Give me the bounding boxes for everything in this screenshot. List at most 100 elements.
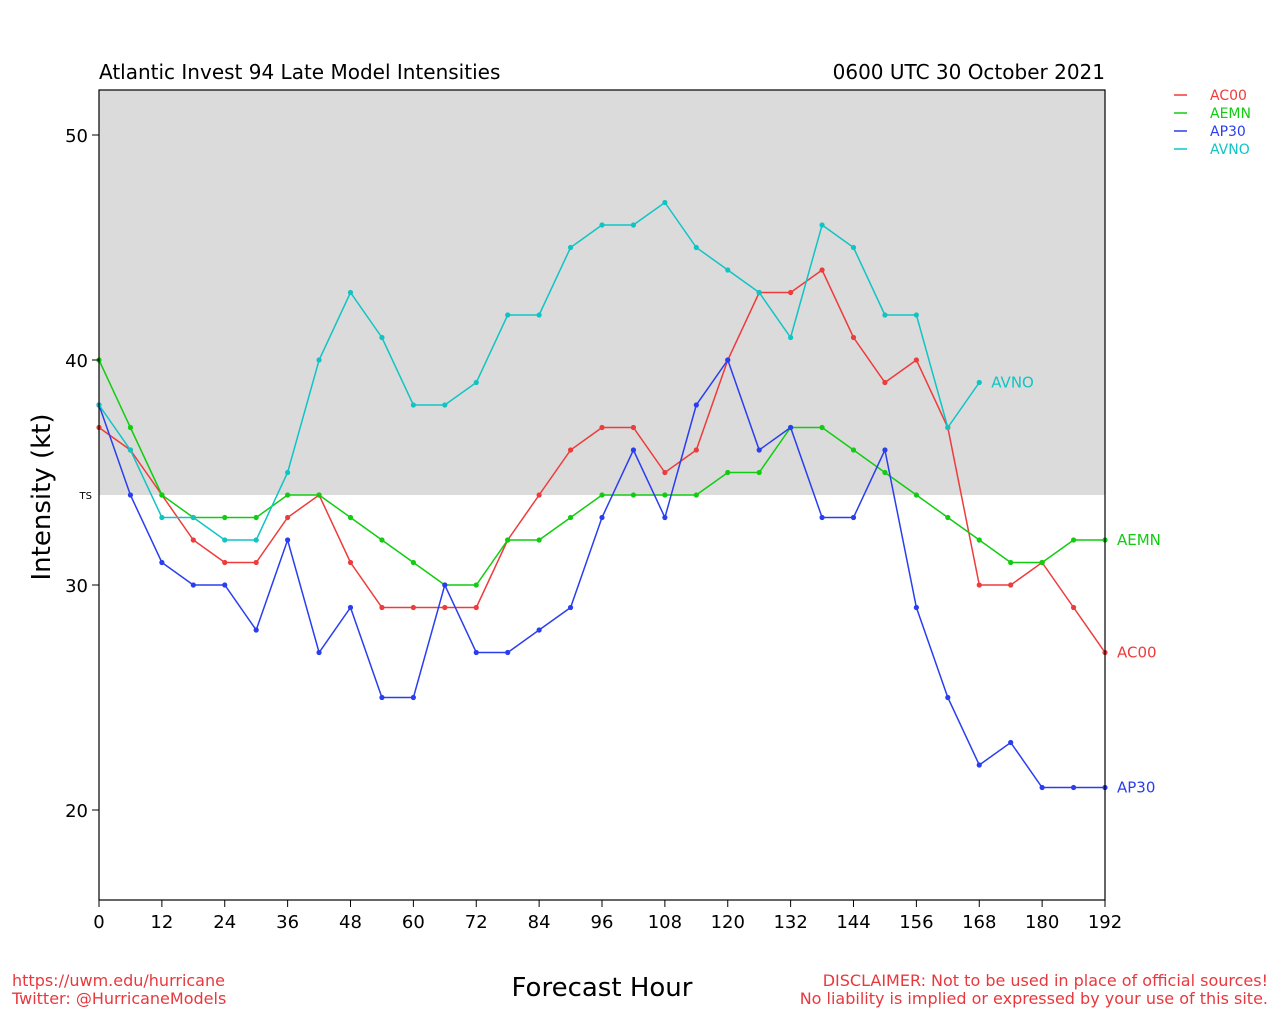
data-point-ap30 xyxy=(599,514,605,521)
data-point-avno xyxy=(693,244,699,251)
x-tick-label: 108 xyxy=(648,912,682,933)
series-ac00: AC00 xyxy=(96,267,1157,662)
data-point-avno xyxy=(850,244,857,251)
series-layer: AC00 AEMN AP30 AVNO xyxy=(96,199,1161,797)
data-point-ac00 xyxy=(410,604,416,611)
data-point-aemn xyxy=(316,492,322,498)
x-tick-label: 0 xyxy=(93,912,104,933)
data-point-ac00 xyxy=(1070,604,1077,611)
x-tick-label: 84 xyxy=(528,912,551,933)
x-tick-label: 192 xyxy=(1088,912,1122,933)
data-point-avno xyxy=(442,402,448,408)
legend-label-aemn: AEMN xyxy=(1210,106,1251,122)
series-end-label-avno: AVNO xyxy=(991,374,1034,392)
x-tick-label: 72 xyxy=(465,912,488,933)
data-point-aemn xyxy=(222,514,228,521)
y-tick-label: 30 xyxy=(65,576,88,597)
x-tick-label: 156 xyxy=(899,912,933,933)
data-point-aemn xyxy=(473,582,479,588)
series-end-label-aemn: AEMN xyxy=(1117,531,1161,549)
data-point-avno xyxy=(567,244,574,251)
data-point-ac00 xyxy=(599,424,605,431)
data-point-ap30 xyxy=(945,694,951,701)
data-point-ap30 xyxy=(756,447,762,453)
data-point-ap30 xyxy=(536,627,542,633)
data-point-avno xyxy=(222,537,228,543)
y-tick-label: 20 xyxy=(65,801,88,822)
data-point-ap30 xyxy=(442,582,448,588)
disclaimer-line-1: DISCLAIMER: Not to be used in place of o… xyxy=(822,971,1268,990)
data-point-ac00 xyxy=(473,604,479,611)
data-point-ap30 xyxy=(662,514,668,521)
data-point-ac00 xyxy=(819,267,825,273)
x-tick-label: 48 xyxy=(339,912,362,933)
data-point-aemn xyxy=(127,424,134,431)
series-avno: AVNO xyxy=(96,199,1034,543)
legend: AC00 AEMN AP30 AVNO xyxy=(1174,88,1251,158)
data-point-avno xyxy=(662,199,668,206)
y-tick-label: 40 xyxy=(65,351,88,372)
data-point-aemn xyxy=(410,559,416,566)
data-point-avno xyxy=(756,289,762,296)
data-point-ac00 xyxy=(379,604,385,611)
data-point-avno xyxy=(945,424,951,431)
legend-label-ac00: AC00 xyxy=(1210,88,1247,104)
data-point-ap30 xyxy=(190,582,196,588)
x-tick-label: 180 xyxy=(1025,912,1059,933)
data-point-ap30 xyxy=(913,604,919,611)
data-point-ac00 xyxy=(788,289,794,296)
data-point-avno xyxy=(536,312,542,318)
data-point-ap30 xyxy=(505,649,511,656)
data-point-aemn xyxy=(913,492,919,498)
footer-disclaimer: DISCLAIMER: Not to be used in place of o… xyxy=(800,972,1268,1008)
data-point-avno xyxy=(285,469,291,476)
data-point-avno xyxy=(379,334,385,341)
data-point-avno xyxy=(913,312,919,318)
data-point-ac00 xyxy=(913,357,919,363)
ts-threshold-label: TS xyxy=(79,491,92,502)
data-point-aemn xyxy=(693,492,699,498)
data-point-avno xyxy=(599,222,605,228)
footer-url[interactable]: https://uwm.edu/hurricane xyxy=(12,971,225,990)
data-point-aemn xyxy=(976,537,982,543)
data-point-aemn xyxy=(347,514,354,521)
data-point-avno xyxy=(316,357,322,363)
data-point-avno xyxy=(190,514,196,521)
series-aemn: AEMN xyxy=(96,357,1161,588)
data-point-ap30 xyxy=(316,649,322,656)
data-point-aemn xyxy=(599,492,605,498)
data-point-aemn xyxy=(756,469,762,476)
data-point-ap30 xyxy=(788,424,794,431)
data-point-ac00 xyxy=(536,492,542,498)
data-point-ac00 xyxy=(662,469,668,476)
footer-twitter[interactable]: Twitter: @HurricaneModels xyxy=(12,989,227,1008)
data-point-ap30 xyxy=(127,492,134,498)
data-point-aemn xyxy=(1008,559,1014,566)
x-tick-label: 132 xyxy=(773,912,807,933)
data-point-avno xyxy=(253,537,259,543)
data-point-ap30 xyxy=(630,447,637,453)
data-point-ac00 xyxy=(1008,582,1014,588)
data-point-ap30 xyxy=(882,447,888,453)
legend-label-ap30: AP30 xyxy=(1210,124,1246,140)
data-point-aemn xyxy=(1070,537,1077,543)
data-point-ap30 xyxy=(253,627,259,633)
series-end-label-ac00: AC00 xyxy=(1117,644,1157,662)
data-point-ac00 xyxy=(630,424,637,431)
x-tick-label: 60 xyxy=(402,912,425,933)
data-point-ac00 xyxy=(850,334,857,341)
y-tick-label: 50 xyxy=(65,126,88,147)
y-axis-label: Intensity (kt) xyxy=(27,414,57,581)
data-point-avno xyxy=(410,402,416,408)
data-point-aemn xyxy=(819,424,825,431)
chart-title: Atlantic Invest 94 Late Model Intensitie… xyxy=(99,60,500,84)
x-tick-label: 12 xyxy=(150,912,173,933)
data-point-ac00 xyxy=(347,559,354,566)
data-point-aemn xyxy=(725,469,731,476)
data-point-aemn xyxy=(567,514,574,521)
data-point-ac00 xyxy=(442,604,448,611)
data-point-aemn xyxy=(505,537,511,543)
data-point-avno xyxy=(473,379,479,386)
legend-label-avno: AVNO xyxy=(1210,142,1250,158)
